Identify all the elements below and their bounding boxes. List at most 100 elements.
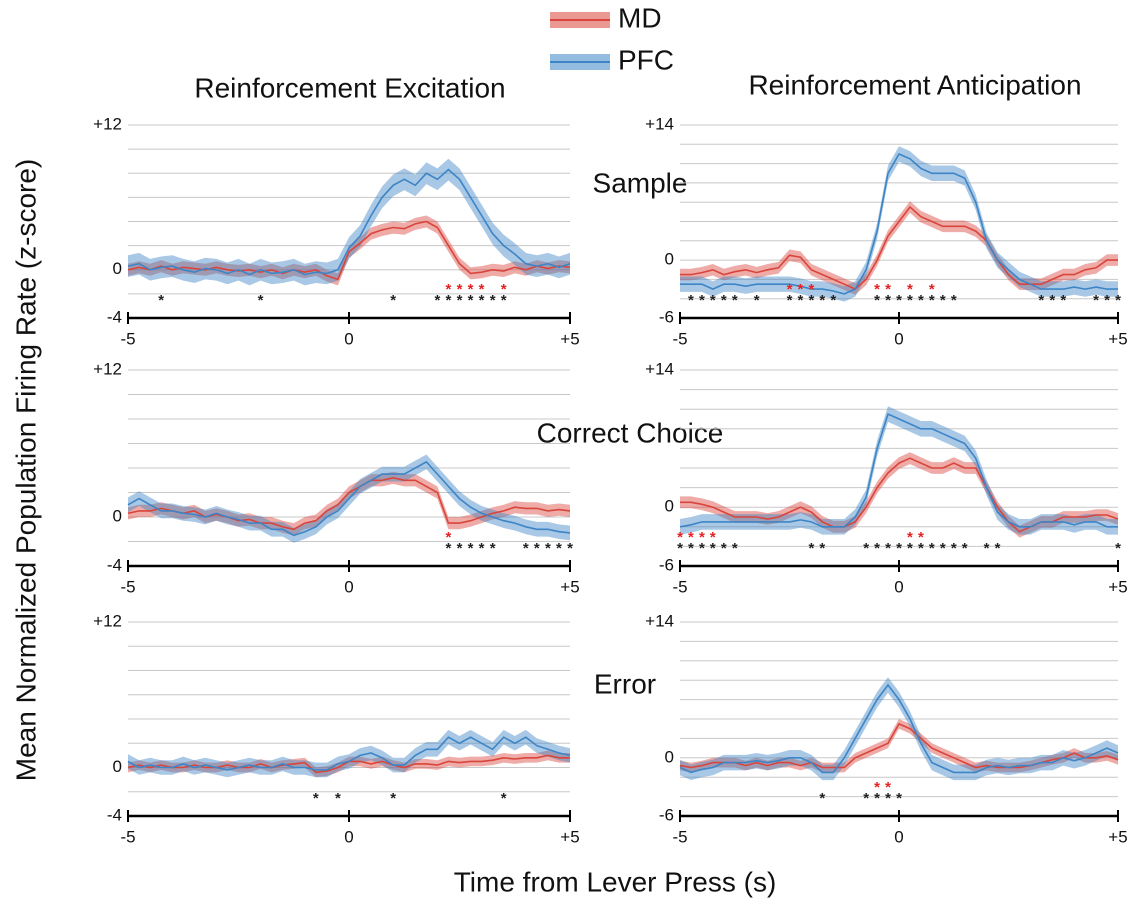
significance-marker: * [688,540,694,557]
error-band [128,729,570,778]
y-tick-label: 0 [113,757,122,776]
significance-marker: * [863,790,869,807]
significance-marker: * [885,540,891,557]
significance-marker: * [1060,292,1066,309]
significance-marker: * [523,540,529,557]
significance-marker: * [545,540,551,557]
x-tick-label: -5 [120,329,135,348]
significance-marker: * [863,540,869,557]
x-tick-label: 0 [894,329,903,348]
y-tick-label: +14 [645,611,674,630]
significance-marker: * [874,281,880,298]
significance-marker: * [830,292,836,309]
y-tick-label: +12 [93,611,122,630]
significance-marker: * [885,790,891,807]
series-line [679,683,1119,774]
significance-marker: * [1104,292,1110,309]
significance-marker: * [798,292,804,309]
x-tick-label: 0 [344,329,353,348]
significance-marker: * [534,540,540,557]
x-tick-label: -5 [120,577,135,596]
significance-marker: * [446,540,452,557]
significance-marker: * [874,779,880,796]
error-band [680,146,1118,302]
significance-marker: * [313,790,319,807]
error-band [680,406,1118,535]
significance-marker: * [699,529,705,546]
significance-marker: * [962,540,968,557]
legend-label: PFC [618,44,674,75]
significance-marker: * [490,292,496,309]
significance-marker: * [468,281,474,298]
significance-marker: * [677,540,683,557]
significance-marker: * [885,281,891,298]
y-tick-label: -4 [107,555,122,574]
significance-marker: * [918,292,924,309]
significance-marker: * [787,281,793,298]
significance-marker: * [907,540,913,557]
significance-marker: * [688,292,694,309]
significance-marker: * [984,540,990,557]
significance-marker: * [819,292,825,309]
significance-marker: * [501,281,507,298]
significance-marker: * [699,540,705,557]
significance-marker: * [929,281,935,298]
significance-marker: * [556,540,562,557]
significance-marker: * [721,292,727,309]
row-label: Sample [593,167,688,198]
y-tick-label: +14 [645,114,674,133]
x-tick-label: +5 [1108,577,1127,596]
significance-marker: * [158,292,164,309]
significance-marker: * [468,292,474,309]
x-tick-label: -5 [672,827,687,846]
significance-marker: * [798,281,804,298]
x-tick-label: 0 [894,577,903,596]
significance-marker: * [457,540,463,557]
y-tick-label: 0 [665,747,674,766]
significance-marker: * [1049,292,1055,309]
significance-marker: * [896,292,902,309]
x-tick-label: -5 [672,577,687,596]
significance-marker: * [896,540,902,557]
legend-label: MD [618,2,662,33]
significance-marker: * [457,281,463,298]
significance-marker: * [808,281,814,298]
significance-marker: * [1115,540,1121,557]
significance-marker: * [940,292,946,309]
significance-marker: * [918,540,924,557]
significance-marker: * [446,281,452,298]
significance-marker: * [434,292,440,309]
x-tick-label: +5 [1108,329,1127,348]
y-tick-label: +12 [93,359,122,378]
significance-marker: * [710,292,716,309]
series-line [127,736,571,771]
column-title: Reinforcement Excitation [194,72,505,103]
significance-marker: * [754,292,760,309]
y-tick-label: +12 [93,114,122,133]
significance-marker: * [721,540,727,557]
significance-marker: * [732,540,738,557]
y-tick-label: 0 [665,250,674,269]
significance-marker: * [808,540,814,557]
row-label: Error [594,668,656,699]
series-line [679,722,1119,769]
x-tick-label: -5 [672,329,687,348]
significance-marker: * [710,529,716,546]
significance-marker: * [907,292,913,309]
significance-marker: * [951,540,957,557]
significance-marker: * [995,540,1001,557]
significance-marker: * [907,281,913,298]
significance-marker: * [390,790,396,807]
significance-marker: * [446,292,452,309]
column-title: Reinforcement Anticipation [748,69,1081,100]
significance-marker: * [907,529,913,546]
significance-marker: * [501,790,507,807]
significance-marker: * [567,540,573,557]
significance-marker: * [258,292,264,309]
significance-marker: * [446,529,452,546]
significance-marker: * [951,292,957,309]
y-axis-label: Mean Normalized Population Firing Rate (… [10,159,41,781]
significance-marker: * [874,292,880,309]
error-band [680,452,1118,538]
significance-marker: * [1038,292,1044,309]
